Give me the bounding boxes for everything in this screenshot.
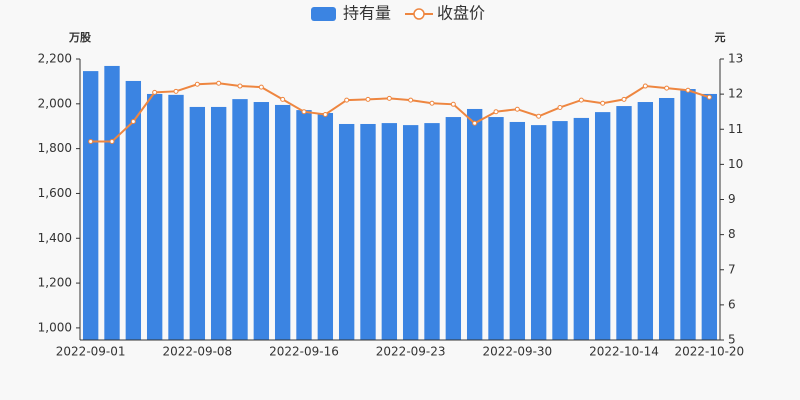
bar [616, 106, 632, 340]
y2-tick-label: 12 [728, 87, 743, 101]
price-point [109, 139, 115, 145]
bar [680, 89, 696, 340]
bar [125, 80, 142, 340]
y-tick-label: 1,000 [38, 320, 72, 334]
price-point [493, 109, 499, 115]
bar [189, 106, 206, 340]
y-axis-title: 万股 [68, 31, 92, 44]
y-tick-label: 2,200 [38, 52, 72, 66]
price-point [472, 120, 478, 126]
price-point [130, 119, 136, 125]
bar [317, 113, 334, 340]
price-line [90, 82, 710, 143]
x-tick-label: 2022-09-08 [162, 345, 232, 359]
price-point [664, 85, 670, 91]
price-point [642, 83, 648, 89]
y2-tick-label: 10 [728, 157, 743, 171]
bar [509, 121, 526, 340]
x-tick-label: 2022-09-16 [269, 345, 339, 359]
price-point [301, 109, 307, 115]
y2-tick-label: 11 [728, 122, 743, 136]
bar [274, 104, 291, 340]
price-point [536, 113, 542, 119]
bar [232, 99, 248, 341]
x-tick-label: 2022-10-20 [674, 345, 744, 359]
bar [552, 121, 568, 340]
price-point [685, 87, 691, 93]
y-tick-label: 2,000 [38, 96, 72, 110]
bar [253, 102, 270, 340]
bar [445, 117, 462, 341]
price-point [514, 106, 520, 112]
bar [82, 71, 99, 341]
y2-tick-label: 9 [728, 192, 736, 206]
x-tick-label: 2022-09-23 [376, 345, 446, 359]
price-point [386, 95, 392, 101]
price-point [216, 80, 222, 86]
bar [360, 123, 376, 340]
price-point [173, 88, 179, 94]
bar [381, 123, 398, 340]
price-point [429, 100, 435, 106]
price-point [344, 97, 350, 103]
price-point [322, 111, 328, 117]
bar [594, 112, 611, 340]
y2-tick-label: 13 [728, 52, 743, 66]
bar [402, 125, 419, 341]
price-point [578, 97, 584, 103]
y-tick-label: 1,200 [38, 276, 72, 290]
price-point [237, 83, 243, 89]
bar [488, 117, 504, 341]
price-point [258, 84, 264, 90]
y2-tick-label: 8 [728, 227, 736, 241]
bar [338, 123, 355, 340]
bar [104, 65, 120, 341]
y2-tick-label: 7 [728, 262, 736, 276]
x-tick-label: 2022-10-14 [589, 345, 659, 359]
bar [658, 97, 675, 340]
bar [146, 93, 163, 340]
legend-label: 收盘价 [437, 4, 485, 23]
y2-tick-label: 5 [728, 333, 736, 347]
bar [637, 102, 654, 340]
price-point [450, 101, 456, 107]
bar [168, 94, 184, 340]
x-tick-label: 2022-09-01 [56, 345, 126, 359]
price-point [280, 96, 286, 102]
bar [296, 110, 312, 340]
legend-swatch [311, 7, 336, 21]
bar [210, 106, 227, 340]
price-point [621, 96, 627, 102]
y-tick-label: 1,800 [38, 141, 72, 155]
price-point [365, 96, 371, 102]
bar [466, 108, 483, 341]
y-tick-label: 1,600 [38, 186, 72, 200]
bar [701, 93, 718, 340]
price-point [408, 97, 414, 103]
y-tick-label: 1,400 [38, 231, 72, 245]
y2-axis-title: 元 [715, 31, 726, 44]
legend-swatch [413, 8, 425, 20]
price-point [706, 94, 712, 100]
y2-tick-label: 6 [728, 297, 736, 311]
legend-label: 持有量 [343, 4, 391, 23]
x-tick-label: 2022-09-30 [482, 345, 552, 359]
price-point [194, 81, 200, 87]
bar [530, 125, 547, 341]
price-point [557, 104, 563, 110]
bar [573, 117, 590, 341]
price-point [88, 139, 94, 145]
bar [424, 123, 440, 340]
price-point [600, 100, 606, 106]
price-point [152, 89, 158, 95]
